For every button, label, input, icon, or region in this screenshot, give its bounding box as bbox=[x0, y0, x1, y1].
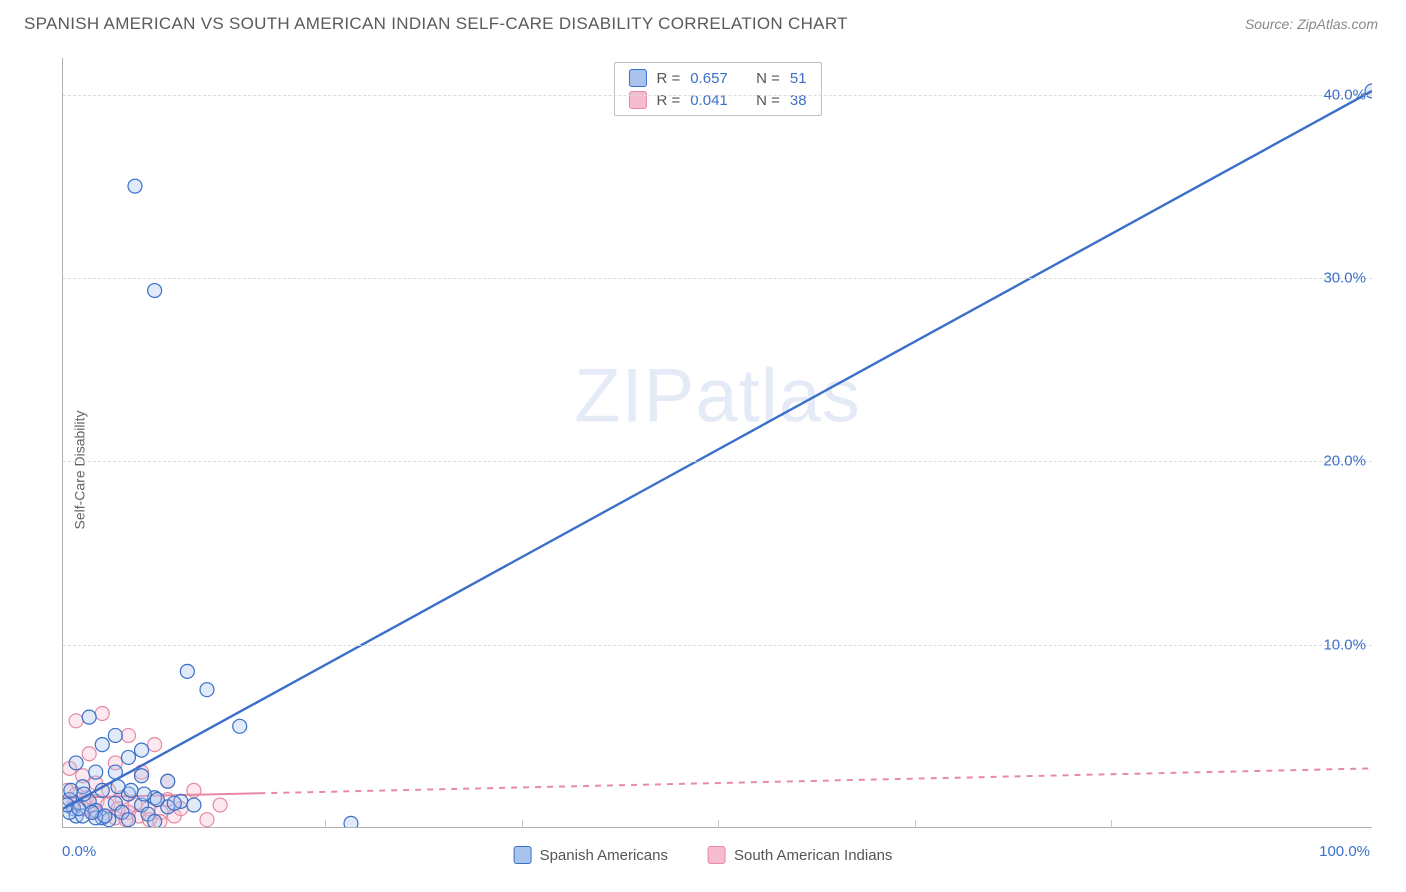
legend-item-a: Spanish Americans bbox=[514, 846, 668, 864]
chart-title: SPANISH AMERICAN VS SOUTH AMERICAN INDIA… bbox=[24, 14, 848, 34]
y-tick-label: 40.0% bbox=[1323, 86, 1366, 103]
series-legend: Spanish Americans South American Indians bbox=[514, 846, 893, 864]
correlation-legend: R = 0.657 N = 51 R = 0.041 N = 38 bbox=[613, 62, 821, 116]
y-tick-label: 10.0% bbox=[1323, 636, 1366, 653]
chart-container: Self-Care Disability ZIPatlas R = 0.657 … bbox=[24, 50, 1382, 890]
chart-svg bbox=[63, 58, 1372, 827]
y-tick-label: 30.0% bbox=[1323, 270, 1366, 287]
y-tick-label: 20.0% bbox=[1323, 453, 1366, 470]
chart-header: SPANISH AMERICAN VS SOUTH AMERICAN INDIA… bbox=[0, 0, 1406, 44]
swatch-a-icon bbox=[514, 846, 532, 864]
x-axis-max-label: 100.0% bbox=[1319, 843, 1370, 860]
x-axis-min-label: 0.0% bbox=[62, 843, 96, 860]
legend-item-b: South American Indians bbox=[708, 846, 892, 864]
swatch-b-icon bbox=[708, 846, 726, 864]
legend-row-b: R = 0.041 N = 38 bbox=[628, 89, 806, 111]
plot-area: ZIPatlas R = 0.657 N = 51 R = 0.041 N = … bbox=[62, 58, 1372, 828]
source-citation: Source: ZipAtlas.com bbox=[1245, 16, 1378, 32]
legend-row-a: R = 0.657 N = 51 bbox=[628, 67, 806, 89]
swatch-a-icon bbox=[628, 69, 646, 87]
